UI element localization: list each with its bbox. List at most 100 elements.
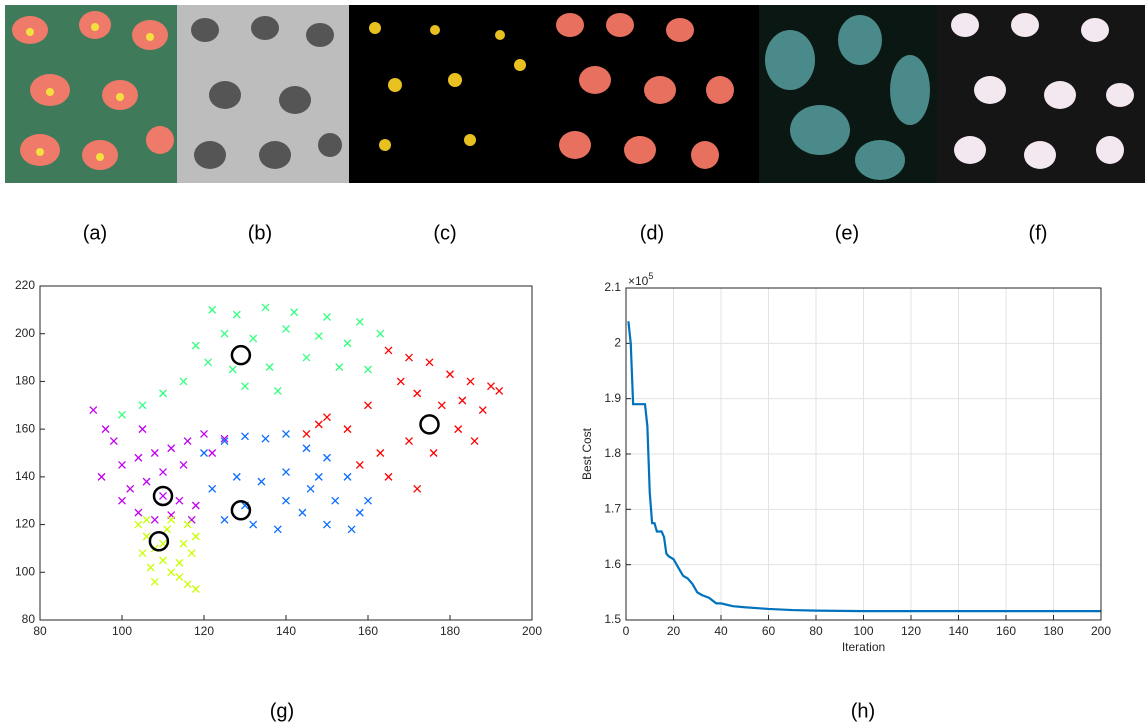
point [134, 508, 143, 517]
point [208, 449, 217, 457]
point [364, 401, 372, 410]
x-tick-label: 120 [194, 624, 214, 638]
point [487, 382, 495, 391]
point [159, 389, 167, 398]
point [343, 425, 352, 434]
point [191, 501, 200, 510]
point [405, 437, 413, 446]
segments [191, 16, 342, 169]
point [355, 508, 364, 517]
point [183, 437, 192, 446]
yellow-segments [369, 22, 526, 151]
x-axis-label: Iteration [842, 640, 885, 654]
point [150, 515, 159, 524]
point [138, 425, 147, 434]
leaf-segments [765, 15, 930, 180]
point [323, 520, 331, 529]
x-tick-label: 20 [667, 624, 681, 638]
point [405, 353, 413, 362]
point [343, 472, 352, 481]
white-segments [951, 13, 1134, 169]
point [347, 525, 356, 534]
point [273, 387, 282, 395]
point [220, 437, 229, 446]
point [118, 496, 126, 505]
panel-label: (f) [1029, 222, 1048, 244]
point [179, 460, 188, 469]
point [228, 365, 237, 374]
chart-caption: (g) [270, 700, 294, 722]
x-tick-label: 180 [440, 624, 460, 638]
x-tick-label: 80 [809, 624, 823, 638]
point [241, 382, 249, 391]
tulips [12, 11, 174, 170]
point [396, 377, 405, 386]
point [232, 472, 241, 481]
point [323, 413, 331, 422]
panel-label: (e) [835, 222, 859, 244]
multiplier-base: ×10 [628, 274, 649, 288]
point [495, 387, 504, 395]
y-axis-label: Best Cost [580, 427, 594, 480]
y-tick-label: 180 [15, 374, 35, 388]
point [343, 339, 352, 348]
x-tick-label: 60 [762, 624, 776, 638]
point [204, 358, 213, 367]
y-tick-label: 220 [15, 278, 35, 292]
point [413, 389, 422, 398]
point [134, 520, 143, 529]
point [159, 468, 167, 477]
point [429, 449, 438, 457]
point [187, 549, 196, 558]
centroid [230, 344, 252, 366]
point [470, 437, 479, 446]
point [413, 484, 422, 493]
centroid [148, 531, 170, 552]
point [241, 432, 249, 441]
point [425, 358, 434, 367]
point [167, 568, 176, 577]
point [138, 549, 147, 558]
point [282, 468, 290, 477]
point [183, 580, 192, 589]
y-tick-label: 1.8 [604, 446, 621, 460]
point [179, 377, 188, 386]
point [364, 365, 372, 374]
image-panels [5, 5, 1145, 183]
point [142, 477, 151, 486]
y-tick-label: 1.9 [604, 391, 621, 405]
chart-caption: (h) [851, 700, 875, 722]
point [146, 563, 155, 572]
panel-label: (d) [640, 222, 664, 244]
centroid [230, 500, 252, 521]
y-tick-label: 1.5 [604, 612, 621, 626]
point [384, 346, 393, 355]
point [167, 515, 176, 524]
point [323, 453, 331, 462]
point [335, 363, 344, 372]
y-tick-label: 200 [15, 326, 35, 340]
point [175, 496, 184, 505]
point [101, 425, 110, 434]
point [220, 515, 229, 524]
y-tick-label: 120 [15, 517, 35, 531]
point [208, 484, 217, 493]
point [167, 444, 176, 453]
point [118, 410, 126, 419]
point [200, 429, 208, 438]
y-tick-label: 1.6 [604, 557, 621, 571]
point [257, 477, 266, 486]
point [454, 425, 463, 434]
x-tick-label: 160 [996, 624, 1016, 638]
point [134, 453, 143, 462]
point [142, 515, 151, 524]
axis-multiplier: ×105 [628, 271, 653, 288]
panel-label: (b) [248, 222, 272, 244]
red-segments [556, 13, 734, 169]
point [437, 401, 446, 410]
point [138, 401, 147, 410]
x-tick-label: 200 [1091, 624, 1111, 638]
x-tick-label: 140 [948, 624, 968, 638]
axes-box [39, 285, 533, 621]
